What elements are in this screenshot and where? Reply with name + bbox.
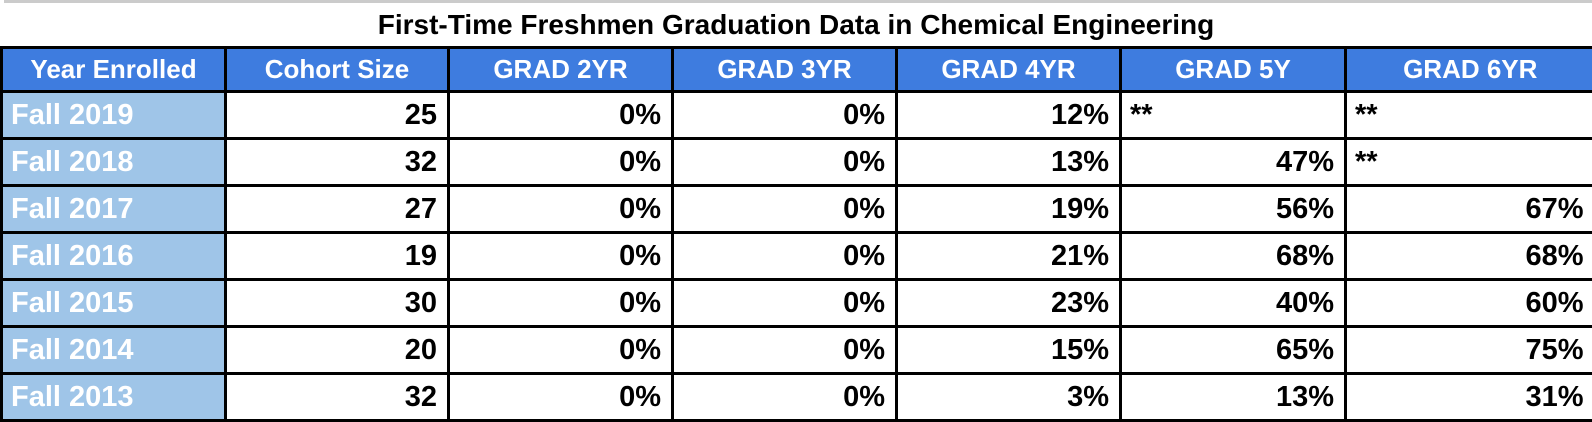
cell-grad-5y[interactable]: 13%: [1119, 372, 1347, 422]
table-row: Fall 2018 32 0% 0% 13% 47% **: [0, 137, 1592, 187]
cell-grad-3yr[interactable]: 0%: [671, 325, 898, 375]
cell-grad-2yr[interactable]: 0%: [447, 90, 674, 140]
table-row: Fall 2016 19 0% 0% 21% 68% 68%: [0, 231, 1592, 281]
cell-grad-6yr[interactable]: **: [1344, 137, 1592, 187]
cell-grad-4yr[interactable]: 23%: [895, 278, 1122, 328]
cell-grad-5y[interactable]: 68%: [1119, 231, 1347, 281]
cell-cohort-size[interactable]: 32: [224, 372, 450, 422]
cell-year-enrolled[interactable]: Fall 2015: [0, 278, 227, 328]
cell-year-enrolled[interactable]: Fall 2017: [0, 184, 227, 234]
col-header-year-enrolled[interactable]: Year Enrolled: [0, 46, 227, 93]
cell-grad-5y[interactable]: **: [1119, 90, 1347, 140]
cell-grad-6yr[interactable]: 60%: [1344, 278, 1592, 328]
cell-cohort-size[interactable]: 32: [224, 137, 450, 187]
table-row: Fall 2017 27 0% 0% 19% 56% 67%: [0, 184, 1592, 234]
cell-cohort-size[interactable]: 30: [224, 278, 450, 328]
cell-cohort-size[interactable]: 27: [224, 184, 450, 234]
cell-grad-2yr[interactable]: 0%: [447, 372, 674, 422]
cell-grad-5y[interactable]: 40%: [1119, 278, 1347, 328]
cell-grad-5y[interactable]: 56%: [1119, 184, 1347, 234]
cell-grad-6yr[interactable]: **: [1344, 90, 1592, 140]
cell-grad-3yr[interactable]: 0%: [671, 231, 898, 281]
cell-year-enrolled[interactable]: Fall 2018: [0, 137, 227, 187]
window-edge-strip: [4, 0, 1592, 3]
cell-year-enrolled[interactable]: Fall 2016: [0, 231, 227, 281]
cell-grad-3yr[interactable]: 0%: [671, 90, 898, 140]
cell-year-enrolled[interactable]: Fall 2019: [0, 90, 227, 140]
cell-grad-2yr[interactable]: 0%: [447, 325, 674, 375]
cell-grad-6yr[interactable]: 68%: [1344, 231, 1592, 281]
cell-cohort-size[interactable]: 20: [224, 325, 450, 375]
cell-grad-4yr[interactable]: 19%: [895, 184, 1122, 234]
col-header-cohort-size[interactable]: Cohort Size: [224, 46, 450, 93]
cell-grad-3yr[interactable]: 0%: [671, 184, 898, 234]
cell-grad-6yr[interactable]: 67%: [1344, 184, 1592, 234]
cell-grad-5y[interactable]: 65%: [1119, 325, 1347, 375]
table-row: Fall 2013 32 0% 0% 3% 13% 31%: [0, 372, 1592, 422]
cell-grad-2yr[interactable]: 0%: [447, 184, 674, 234]
col-header-grad-6yr[interactable]: GRAD 6YR: [1344, 46, 1592, 93]
cell-grad-4yr[interactable]: 21%: [895, 231, 1122, 281]
col-header-grad-5y[interactable]: GRAD 5Y: [1119, 46, 1347, 93]
cell-grad-4yr[interactable]: 12%: [895, 90, 1122, 140]
table-row: Fall 2015 30 0% 0% 23% 40% 60%: [0, 278, 1592, 328]
cell-grad-2yr[interactable]: 0%: [447, 137, 674, 187]
table-row: Fall 2014 20 0% 0% 15% 65% 75%: [0, 325, 1592, 375]
cell-grad-3yr[interactable]: 0%: [671, 278, 898, 328]
col-header-grad-2yr[interactable]: GRAD 2YR: [447, 46, 674, 93]
cell-grad-4yr[interactable]: 3%: [895, 372, 1122, 422]
cell-year-enrolled[interactable]: Fall 2014: [0, 325, 227, 375]
table-row: Fall 2019 25 0% 0% 12% ** **: [0, 90, 1592, 140]
cell-cohort-size[interactable]: 19: [224, 231, 450, 281]
table-title: First-Time Freshmen Graduation Data in C…: [0, 3, 1592, 46]
cell-grad-6yr[interactable]: 31%: [1344, 372, 1592, 422]
cell-grad-2yr[interactable]: 0%: [447, 278, 674, 328]
graduation-data-table: Year Enrolled Cohort Size GRAD 2YR GRAD …: [0, 46, 1592, 422]
cell-grad-4yr[interactable]: 13%: [895, 137, 1122, 187]
cell-grad-5y[interactable]: 47%: [1119, 137, 1347, 187]
col-header-grad-3yr[interactable]: GRAD 3YR: [671, 46, 898, 93]
cell-grad-3yr[interactable]: 0%: [671, 372, 898, 422]
cell-grad-2yr[interactable]: 0%: [447, 231, 674, 281]
cell-year-enrolled[interactable]: Fall 2013: [0, 372, 227, 422]
col-header-grad-4yr[interactable]: GRAD 4YR: [895, 46, 1122, 93]
cell-grad-3yr[interactable]: 0%: [671, 137, 898, 187]
cell-grad-4yr[interactable]: 15%: [895, 325, 1122, 375]
cell-grad-6yr[interactable]: 75%: [1344, 325, 1592, 375]
cell-cohort-size[interactable]: 25: [224, 90, 450, 140]
header-row: Year Enrolled Cohort Size GRAD 2YR GRAD …: [0, 46, 1592, 93]
